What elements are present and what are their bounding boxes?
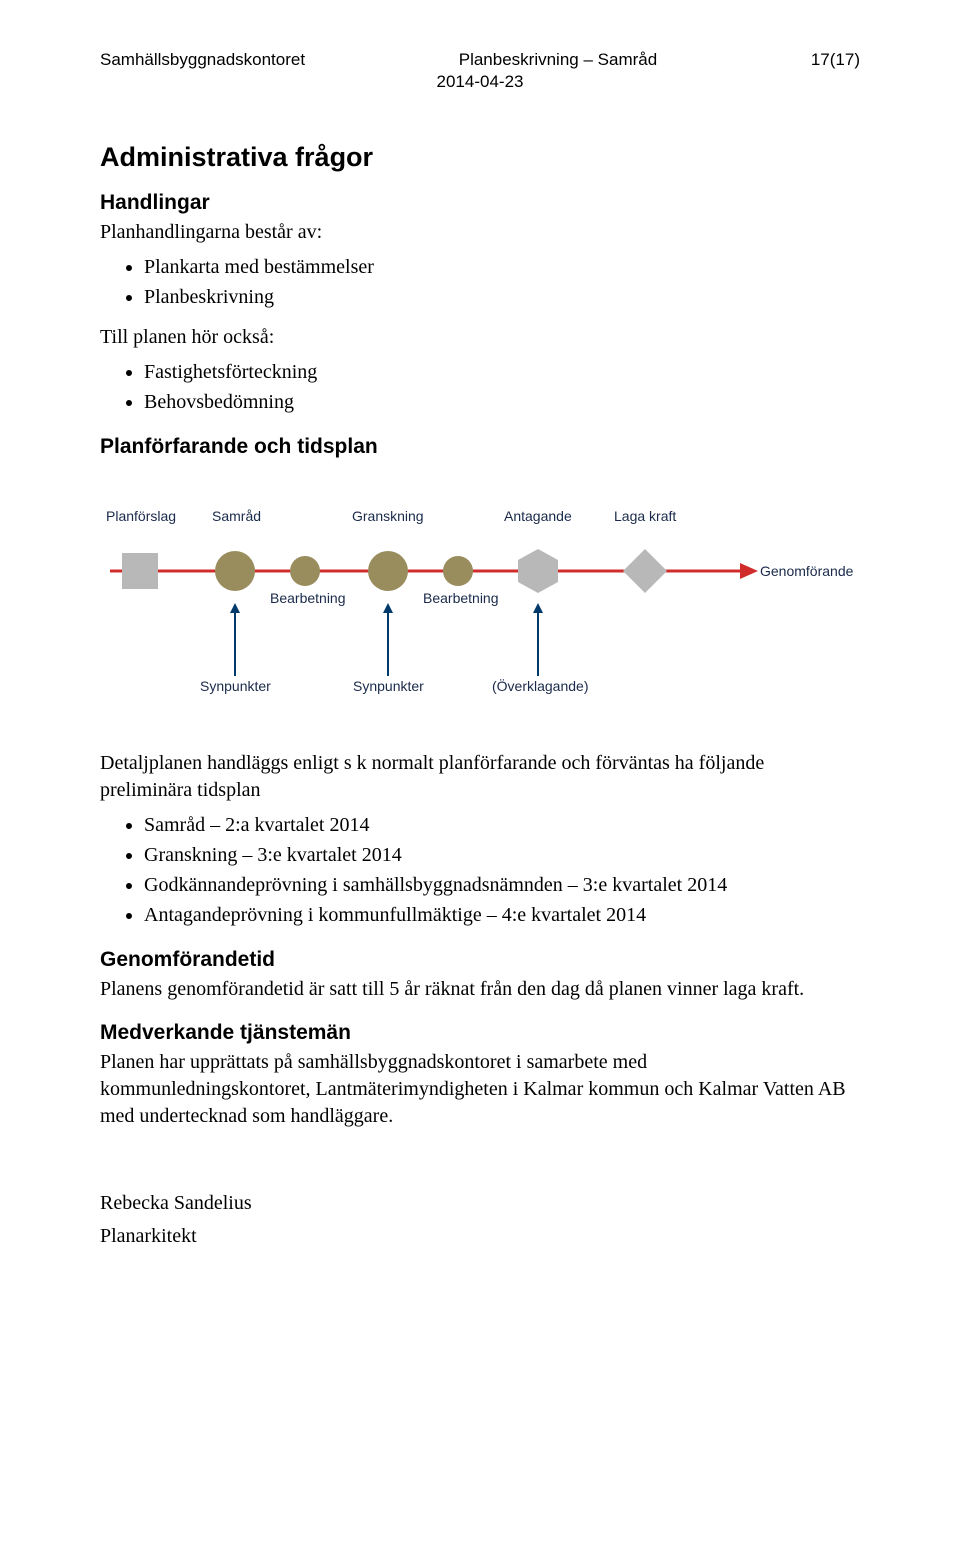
tillhor-intro: Till planen hör också:: [100, 324, 860, 351]
list-item: Antagandeprövning i kommunfullmäktige – …: [144, 900, 860, 930]
header-page-number: 17(17): [811, 50, 860, 70]
stage-shape-antagande: [518, 549, 558, 593]
arrowhead-icon: [383, 603, 393, 613]
list-item: Plankarta med bestämmelser: [144, 252, 860, 282]
detalj-intro: Detaljplanen handläggs enligt s k normal…: [100, 750, 860, 804]
stage-label-mid: Bearbetning: [423, 590, 499, 606]
list-item: Behovsbedömning: [144, 387, 860, 417]
list-item: Fastighetsförteckning: [144, 357, 860, 387]
arrow-label: (Överklagande): [492, 677, 589, 694]
header-department: Samhällsbyggnadskontoret: [100, 50, 305, 70]
subsection-title-handlingar: Handlingar: [100, 191, 860, 215]
signature-name: Rebecka Sandelius: [100, 1190, 860, 1217]
arrowhead-icon: [533, 603, 543, 613]
header-doc-title: Planbeskrivning – Samråd: [459, 50, 657, 70]
stage-shape-lagakraft: [623, 549, 667, 593]
process-diagram: Planförslag Samråd Bearbetning Gransknin…: [100, 481, 860, 716]
list-item: Godkännandeprövning i samhällsbyggnadsnä…: [144, 870, 860, 900]
document-header: Samhällsbyggnadskontoret Planbeskrivning…: [100, 50, 860, 70]
stage-label: Granskning: [352, 508, 424, 524]
subsection-title-medverkande: Medverkande tjänstemän: [100, 1021, 860, 1045]
stage-label: Antagande: [504, 508, 572, 524]
stage-shape-planforslag: [122, 553, 158, 589]
process-timeline-svg: Planförslag Samråd Bearbetning Gransknin…: [100, 481, 860, 711]
medverkande-body: Planen har upprättats på samhällsbyggnad…: [100, 1049, 860, 1130]
stage-shape-bearb2: [443, 556, 473, 586]
header-date: 2014-04-23: [100, 72, 860, 92]
stage-shape-granskning: [368, 551, 408, 591]
detalj-list: Samråd – 2:a kvartalet 2014 Granskning –…: [100, 810, 860, 930]
signature-title: Planarkitekt: [100, 1223, 860, 1250]
stage-label: Planförslag: [106, 508, 176, 524]
arrow-label: Synpunkter: [200, 678, 271, 694]
timeline-arrowhead: [740, 563, 758, 579]
tillhor-list: Fastighetsförteckning Behovsbedömning: [100, 357, 860, 417]
list-item: Granskning – 3:e kvartalet 2014: [144, 840, 860, 870]
list-item: Planbeskrivning: [144, 282, 860, 312]
arrowhead-icon: [230, 603, 240, 613]
stage-label: Laga kraft: [614, 508, 676, 524]
subsection-title-genomforandetid: Genomförandetid: [100, 948, 860, 972]
stage-shape-bearb1: [290, 556, 320, 586]
list-item: Samråd – 2:a kvartalet 2014: [144, 810, 860, 840]
subsection-title-planforfarande: Planförfarande och tidsplan: [100, 435, 860, 459]
handlingar-intro: Planhandlingarna består av:: [100, 219, 860, 246]
section-title-admin: Administrativa frågor: [100, 142, 860, 173]
end-label: Genomförande: [760, 563, 854, 579]
stage-label-mid: Bearbetning: [270, 590, 346, 606]
arrow-label: Synpunkter: [353, 678, 424, 694]
stage-shape-samrad: [215, 551, 255, 591]
handlingar-list: Plankarta med bestämmelser Planbeskrivni…: [100, 252, 860, 312]
stage-label: Samråd: [212, 508, 261, 524]
genomforandetid-body: Planens genomförandetid är satt till 5 å…: [100, 976, 860, 1003]
